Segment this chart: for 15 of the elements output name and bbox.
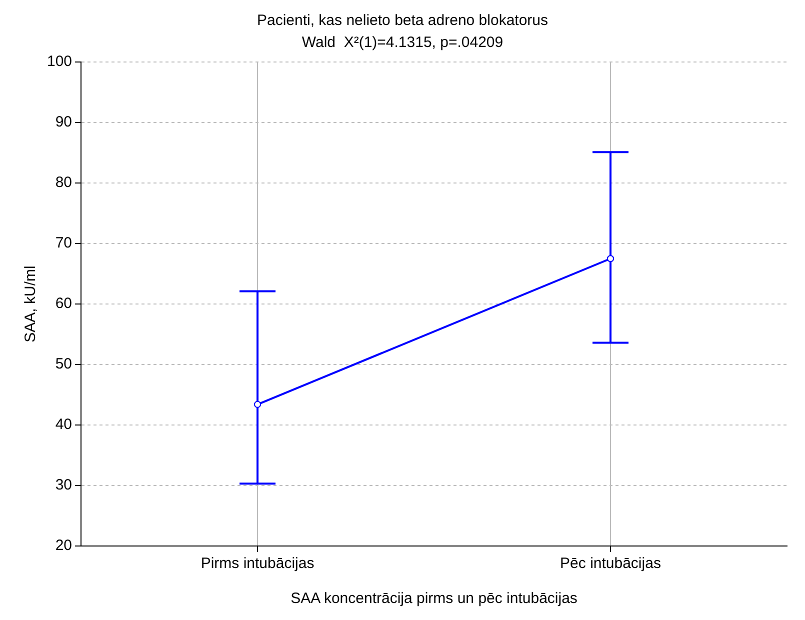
y-tick-label: 100	[46, 53, 72, 70]
y-tick-label: 50	[55, 356, 72, 373]
chart-title: Pacienti, kas nelieto beta adreno blokatorus	[256, 12, 548, 30]
y-tick-label: 80	[55, 174, 72, 192]
x-axis-title: SAA koncentrācija pirms un pēc intubācijas	[290, 590, 578, 608]
y-tick-label: 70	[55, 234, 72, 252]
chart-subtitle: Wald X²(1)=4.1315, p=.04209	[302, 34, 504, 52]
x-tick-label: Pēc intubācijas	[560, 555, 661, 572]
y-axis-title: SAA, kU/ml	[22, 266, 40, 342]
y-tick-label: 30	[55, 476, 72, 494]
y-tick-label: 40	[55, 416, 72, 434]
y-tick-label: 20	[55, 537, 72, 554]
x-tick-label: Pirms intubācijas	[200, 555, 314, 572]
y-tick-label: 60	[55, 295, 72, 312]
y-tick-label: 90	[55, 114, 72, 131]
